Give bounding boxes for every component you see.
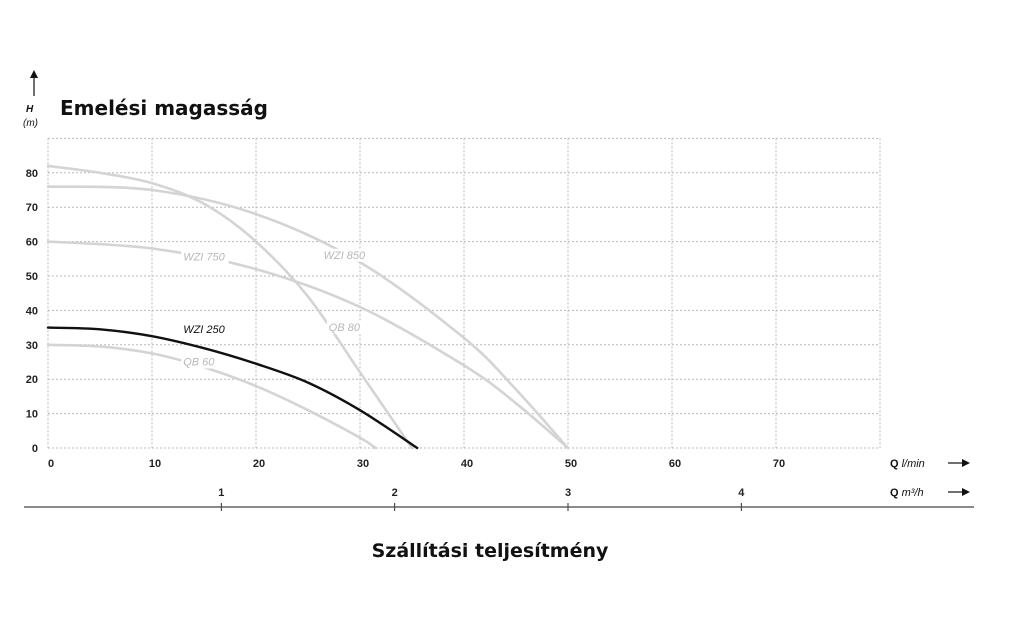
x-tick-label: 10	[149, 458, 161, 470]
x-tick-label: 20	[253, 458, 265, 470]
series-label-bg	[181, 322, 229, 336]
series-label: WZI 750	[183, 252, 225, 264]
series-label-bg	[181, 355, 217, 369]
x2-tick-label: 2	[392, 487, 398, 499]
y-arrow-head	[30, 70, 38, 78]
curves: QB 60 QB 80 WZI 750 WZI 850 WZI 250	[46, 164, 570, 450]
x-axis-title: Szállítási teljesítmény	[371, 540, 609, 562]
x2-tick-label: 4	[738, 487, 745, 499]
series-label-bg	[321, 248, 369, 262]
series-label: WZI 850	[324, 250, 366, 262]
series-label: QB 80	[329, 322, 361, 334]
x-tick-label: 50	[565, 458, 577, 470]
x-arrow-head	[962, 459, 970, 467]
y-axis-label: H	[26, 104, 34, 115]
x-tick-label: 60	[669, 458, 681, 470]
series-line	[46, 343, 377, 450]
x2-arrow-head	[962, 488, 970, 496]
x-tick-label: 0	[48, 458, 54, 470]
grid	[47, 137, 881, 449]
y-tick-label: 80	[26, 168, 38, 180]
y-tick-label: 20	[26, 374, 38, 386]
y-tick-label: 60	[26, 237, 38, 249]
series-label-bg	[326, 321, 362, 335]
series-line	[46, 164, 414, 450]
y-tick-label: 0	[32, 443, 38, 455]
series-label: WZI 250	[183, 324, 225, 336]
x-tick-label: 40	[461, 458, 473, 470]
x-tick-label: 70	[773, 458, 785, 470]
y-axis-unit: (m)	[23, 118, 38, 129]
series-line	[46, 326, 419, 450]
y-tick-label: 40	[26, 305, 38, 317]
y-tick-label: 70	[26, 202, 38, 214]
chart-title: Emelési magasság	[60, 96, 268, 120]
x-tick-label: 30	[357, 458, 369, 470]
x2-tick-label: 3	[565, 487, 571, 499]
series-label-bg	[181, 250, 229, 264]
y-tick-label: 50	[26, 271, 38, 283]
series-label: QB 60	[183, 356, 215, 368]
series-line	[46, 240, 570, 450]
x2-tick-label: 1	[218, 487, 224, 499]
y-tick-label: 30	[26, 340, 38, 352]
y-tick-label: 10	[26, 409, 38, 421]
